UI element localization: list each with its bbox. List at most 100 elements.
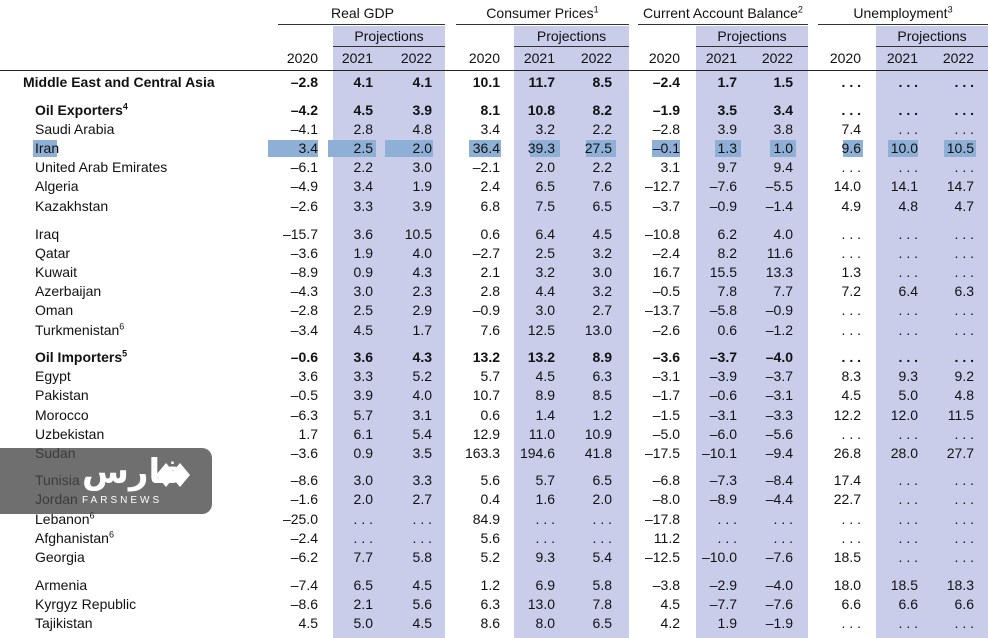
table-cell: 13.2 — [527, 349, 555, 365]
table-cell: –4.0 — [765, 577, 793, 593]
table-cell: . . . — [773, 530, 793, 546]
table-cell: . . . — [412, 511, 432, 527]
table-cell: –6.1 — [290, 159, 318, 175]
table-cell: 4.5 — [535, 368, 555, 384]
row-label-text: Middle East and Central Asia — [23, 74, 215, 90]
table-cell: 1.0 — [773, 140, 793, 156]
table-cell: 3.3 — [412, 472, 432, 488]
table-cell: . . . — [954, 121, 974, 137]
highlight-mark — [770, 140, 796, 157]
table-row: Oman –2.8 2.5 2.9 –0.9 3.0 2.7 –13.7 –5.8 –0.9 . .… — [0, 301, 988, 320]
table-cell: 6.1 — [353, 426, 373, 442]
table-cell: . . . — [717, 530, 737, 546]
farsnews-watermark: فارس FARSNEWS — [0, 448, 212, 514]
table-cell: 8.6 — [480, 615, 500, 631]
table-cell: 7.6 — [480, 322, 500, 338]
table-cell: –0.5 — [290, 387, 318, 403]
table-cell: 8.3 — [841, 368, 861, 384]
table-cell: –4.3 — [290, 283, 318, 299]
table-cell: 3.3 — [353, 198, 373, 214]
table-row: Egypt 3.6 3.3 5.2 5.7 4.5 6.3 –3.1 –3.9 –3.7 8.3 9.… — [0, 367, 988, 386]
table-cell: –3.6 — [290, 445, 318, 461]
table-cell: 9.3 — [898, 368, 918, 384]
row-label: Kyrgyz Republic — [35, 595, 136, 614]
table-cell: . . . — [898, 302, 918, 318]
row-label-text: Iran — [35, 140, 60, 156]
row-label: Uzbekistan — [35, 425, 104, 444]
table-cell: 10.5 — [404, 226, 432, 242]
table-cell: 18.5 — [833, 549, 861, 565]
table-cell: 6.3 — [480, 596, 500, 612]
table-cell: –7.7 — [709, 596, 737, 612]
table-cell: . . . — [954, 302, 974, 318]
table-cell: 8.0 — [535, 615, 555, 631]
table-cell: 12.0 — [890, 407, 918, 423]
table-cell: 3.0 — [353, 472, 373, 488]
row-label-text: Kazakhstan — [35, 198, 109, 214]
table-cell: 3.8 — [773, 121, 793, 137]
table-cell: 7.5 — [535, 198, 555, 214]
table-row: United Arab Emirates –6.1 2.2 3.0 –2.1 2.0 2.2… — [0, 158, 988, 177]
table-cell: –3.4 — [290, 322, 318, 338]
table-cell: 2.0 — [412, 140, 432, 156]
table-cell: –3.1 — [765, 387, 793, 403]
table-cell: 4.5 — [841, 387, 861, 403]
row-label: Azerbaijan — [35, 282, 101, 301]
highlight-mark — [888, 140, 918, 157]
table-cell: –0.6 — [709, 387, 737, 403]
table-cell: 9.4 — [773, 159, 793, 175]
table-row: Uzbekistan 1.7 6.1 5.4 12.9 11.0 10.9 –5.0 –6.0 –… — [0, 425, 988, 444]
table-cell: –17.5 — [644, 445, 680, 461]
table-cell: 3.9 — [717, 121, 737, 137]
table-cell: 28.0 — [890, 445, 918, 461]
table-cell: . . . — [898, 426, 918, 442]
group-underline — [278, 24, 445, 25]
table-cell: –3.9 — [709, 368, 737, 384]
farsnews-logo-icon — [156, 463, 190, 487]
table-cell: 18.0 — [833, 577, 861, 593]
group-header-current-account: Current Account Balance2 — [643, 4, 803, 21]
table-cell: 6.6 — [954, 596, 974, 612]
table-cell: . . . — [954, 549, 974, 565]
year-header: 2022 — [400, 50, 432, 66]
table-cell: 11.5 — [947, 407, 974, 423]
table-cell: 2.5 — [353, 302, 373, 318]
table-cell: 1.5 — [773, 74, 793, 90]
table-cell: 2.2 — [353, 159, 373, 175]
table-cell: 4.5 — [353, 322, 373, 338]
table-cell: 3.4 — [298, 140, 318, 156]
table-cell: 6.8 — [480, 198, 500, 214]
row-label: Tajikistan — [35, 614, 93, 633]
year-header: 2021 — [705, 50, 737, 66]
row-label-text: Tajikistan — [35, 615, 93, 631]
table-cell: . . . — [954, 159, 974, 175]
year-header: 2020 — [829, 50, 861, 66]
table-cell: . . . — [898, 74, 918, 90]
table-cell: –8.9 — [709, 491, 737, 507]
table-cell: 3.2 — [535, 264, 555, 280]
table-cell: . . . — [353, 530, 373, 546]
table-row: Georgia –6.2 7.7 5.8 5.2 9.3 5.4 –12.5 –10.0 –7.6… — [0, 548, 988, 567]
projection-shade-unemp — [876, 26, 988, 638]
table-cell: 4.0 — [773, 226, 793, 242]
table-cell: 5.7 — [480, 368, 500, 384]
row-label: Afghanistan6 — [35, 529, 114, 548]
table-cell: –1.5 — [652, 407, 680, 423]
table-cell: 6.5 — [592, 198, 612, 214]
highlight-mark — [652, 140, 680, 157]
table-cell: –0.6 — [290, 349, 318, 365]
watermark-persian-text: فارس — [82, 452, 184, 492]
table-cell: . . . — [954, 74, 974, 90]
table-cell: –8.6 — [290, 472, 318, 488]
table-cell: . . . — [898, 349, 918, 365]
year-header: 2021 — [523, 50, 555, 66]
projections-underline — [514, 46, 629, 47]
table-cell: 1.2 — [480, 577, 500, 593]
table-cell: . . . — [898, 102, 918, 118]
table-cell: 2.9 — [412, 302, 432, 318]
table-cell: –5.8 — [709, 302, 737, 318]
table-cell: . . . — [898, 491, 918, 507]
table-cell: –7.6 — [765, 596, 793, 612]
table-cell: 3.0 — [412, 159, 432, 175]
year-header: 2022 — [580, 50, 612, 66]
